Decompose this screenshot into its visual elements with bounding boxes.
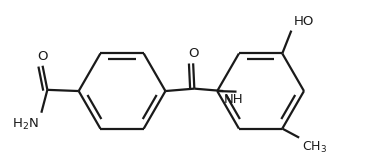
Text: NH: NH bbox=[224, 93, 243, 106]
Text: H$_2$N: H$_2$N bbox=[12, 117, 38, 132]
Text: CH$_3$: CH$_3$ bbox=[301, 140, 327, 155]
Text: O: O bbox=[37, 50, 48, 63]
Text: O: O bbox=[188, 47, 198, 60]
Text: HO: HO bbox=[294, 15, 314, 28]
